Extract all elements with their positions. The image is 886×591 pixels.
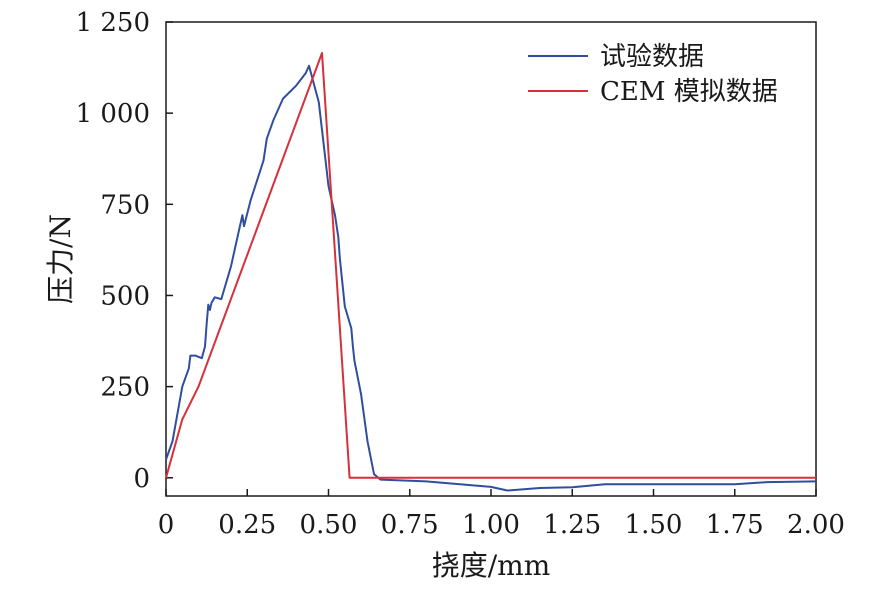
y-axis-title: 压力/N [44, 214, 77, 304]
y-tick-label: 750 [100, 190, 150, 220]
x-tick-label: 1.25 [543, 510, 601, 540]
legend: 试验数据 CEM 模拟数据 [528, 42, 778, 107]
series-line-2 [165, 52, 816, 479]
axis-ticks: 0 0.25 0.50 0.75 1.00 1.25 1.50 1.75 2.00 0 250 500… [76, 8, 845, 540]
x-tick-label: 1.75 [706, 510, 764, 540]
x-tick-label: 0.50 [300, 510, 358, 540]
series-lines [165, 52, 817, 492]
series-line-1 [165, 64, 817, 492]
y-tick-label: 1 000 [76, 99, 150, 129]
legend-label-2: CEM 模拟数据 [600, 77, 778, 107]
y-tick-label: 0 [133, 464, 150, 494]
x-tick-label: 0 [158, 510, 175, 540]
y-tick-label: 250 [100, 373, 150, 403]
x-tick-label: 0.75 [381, 510, 439, 540]
y-tick-label: 1 250 [76, 8, 150, 38]
legend-label-1: 试验数据 [600, 42, 704, 72]
x-tick-label: 2.00 [787, 510, 845, 540]
y-tick-label: 500 [100, 281, 150, 311]
x-tick-label: 1.50 [625, 510, 683, 540]
x-axis-title: 挠度/mm [432, 549, 551, 582]
x-tick-label: 0.25 [218, 510, 276, 540]
x-tick-label: 1.00 [462, 510, 520, 540]
